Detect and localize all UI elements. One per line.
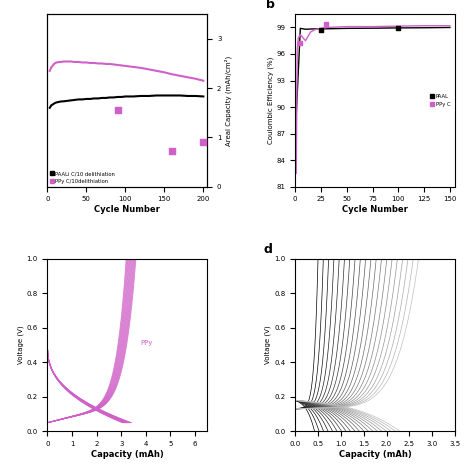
X-axis label: Capacity (mAh): Capacity (mAh) [339,450,411,459]
Legend: PAALi C/10 delithiation, PPy C/10delithiation: PAALi C/10 delithiation, PPy C/10delithi… [50,171,115,184]
Y-axis label: Areal Capacity (mAh/cm²): Areal Capacity (mAh/cm²) [224,55,232,146]
Text: d: d [263,243,272,255]
Point [322,20,330,28]
Point [114,107,121,114]
Point [168,147,176,155]
Point [297,39,304,46]
Legend: PAAL, PPy C: PAAL, PPy C [429,92,452,109]
Text: b: b [266,0,275,11]
X-axis label: Cycle Number: Cycle Number [342,205,408,214]
Point [394,24,402,32]
Point [200,138,207,146]
Y-axis label: Voltage (V): Voltage (V) [17,326,24,365]
Y-axis label: Voltage (V): Voltage (V) [265,326,272,365]
Y-axis label: Coulombic Efficiency (%): Coulombic Efficiency (%) [267,57,273,144]
X-axis label: Cycle Number: Cycle Number [94,205,160,214]
Text: PPy: PPy [140,340,153,346]
X-axis label: Capacity (mAh): Capacity (mAh) [91,450,164,459]
Point [317,27,325,34]
